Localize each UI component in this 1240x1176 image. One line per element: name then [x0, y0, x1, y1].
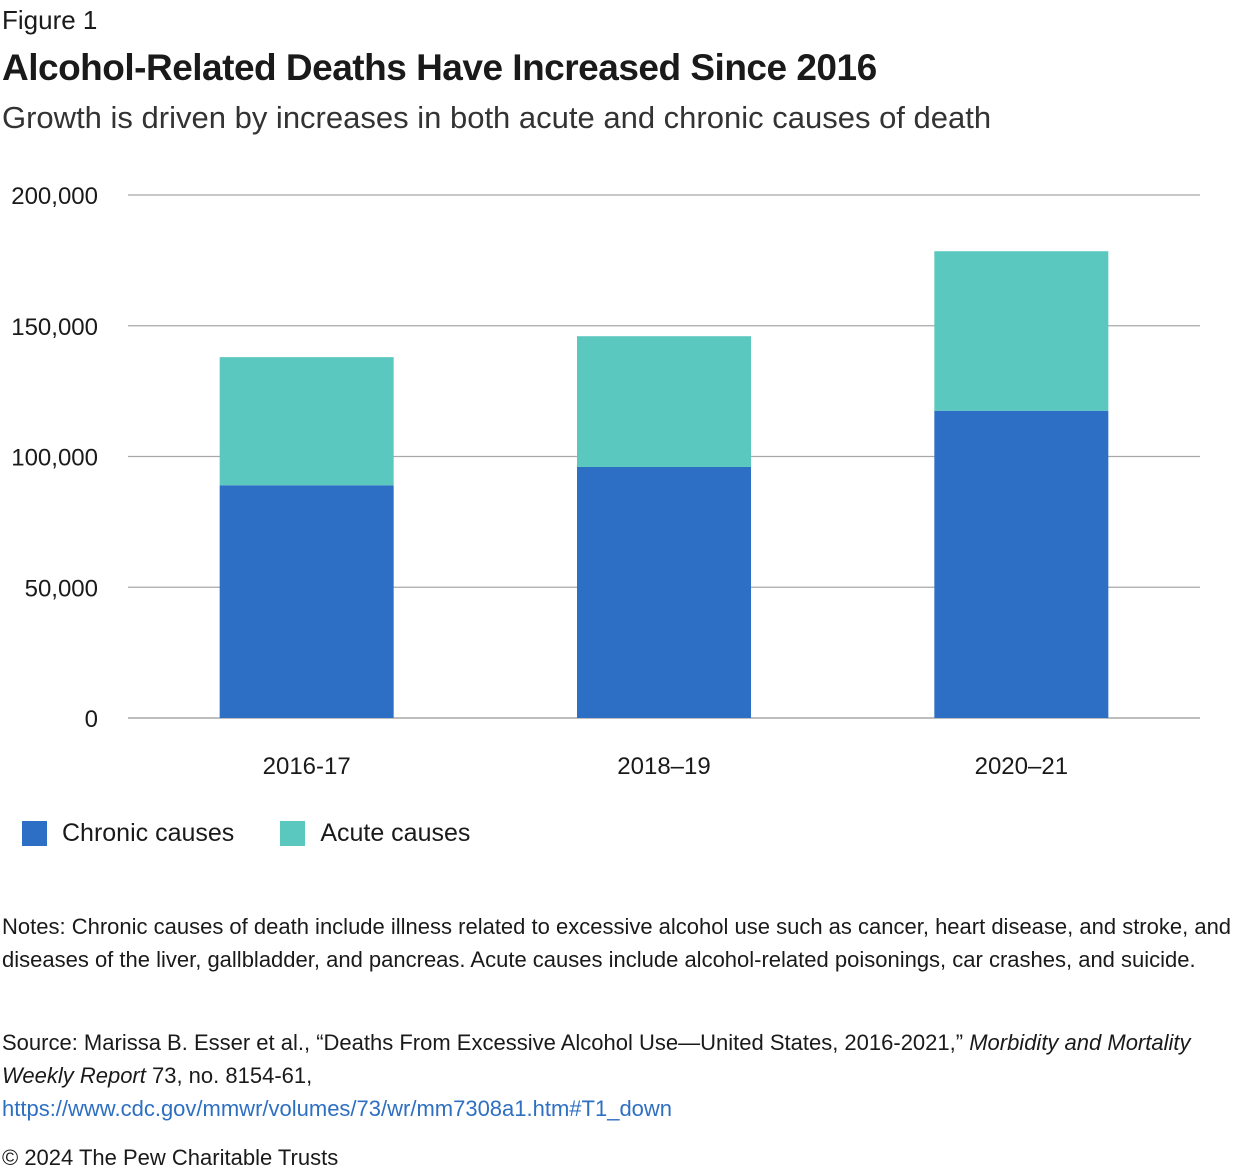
legend-swatch-chronic: [22, 820, 47, 846]
figure-label: Figure 1: [2, 5, 98, 35]
chart-title: Alcohol-Related Deaths Have Increased Si…: [2, 47, 877, 88]
x-tick-label: 2016-17: [263, 753, 351, 780]
legend-item-acute: Acute causes: [280, 818, 470, 848]
source-link[interactable]: https://www.cdc.gov/mmwr/volumes/73/wr/m…: [2, 1096, 673, 1121]
source-journal: Morbidity and Mortality Weekly Report: [2, 1030, 1191, 1088]
source-suffix: 73, no. 8154-61,: [145, 1063, 313, 1088]
bar-segment-chronic: [577, 466, 751, 718]
chart-subtitle: Growth is driven by increases in both ac…: [2, 100, 992, 135]
chart-legend: Chronic causes Acute causes: [22, 816, 516, 850]
y-tick-label: 50,000: [25, 575, 98, 602]
bar-segment-acute: [577, 336, 751, 467]
chart-notes: Notes: Chronic causes of death include i…: [2, 914, 1232, 972]
y-tick-label: 100,000: [11, 445, 98, 472]
bar-segment-acute: [934, 251, 1109, 411]
stacked-bar-chart: 0 50,000 100,000 150,000 200,000 2016-17 2018–…: [11, 183, 1200, 780]
y-tick-label: 200,000: [11, 183, 98, 210]
legend-item-chronic: Chronic causes: [22, 818, 234, 848]
bar-segment-chronic: [934, 410, 1109, 718]
legend-swatch-acute: [280, 820, 306, 846]
copyright-notice: © 2024 The Pew Charitable Trusts: [2, 1145, 339, 1170]
y-tick-label: 0: [85, 706, 98, 733]
source-prefix: Source: Marissa B. Esser et al., “Deaths…: [2, 1030, 970, 1055]
y-tick-label: 150,000: [11, 314, 98, 341]
bar-segment-acute: [219, 357, 394, 486]
chart-source: Source: Marissa B. Esser et al., “Deaths…: [2, 1026, 1238, 1125]
x-tick-label: 2018–19: [617, 753, 710, 780]
bar-segment-chronic: [219, 485, 394, 718]
legend-label-chronic: Chronic causes: [62, 819, 235, 847]
x-tick-label: 2020–21: [975, 753, 1068, 780]
legend-label-acute: Acute causes: [320, 819, 471, 847]
